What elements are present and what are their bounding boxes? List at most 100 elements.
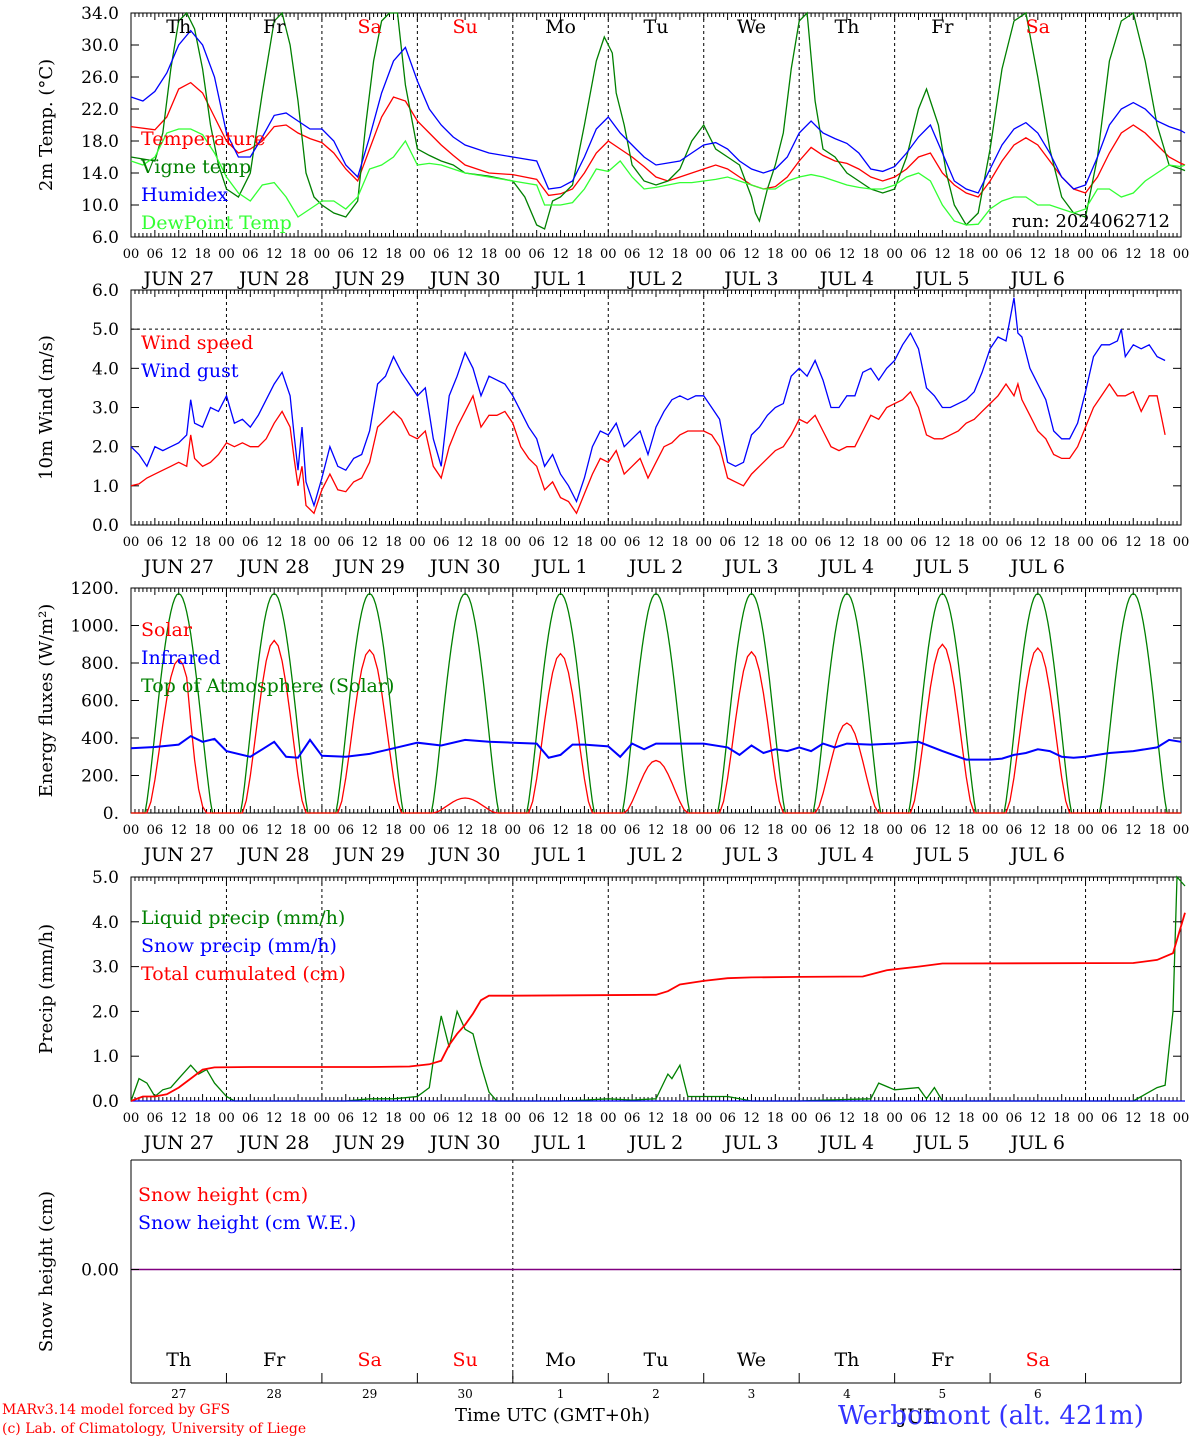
hour-tick-label: 12 (457, 1111, 474, 1126)
station-name: Werbomont (alt. 421m) (838, 1401, 1144, 1431)
hour-tick-label: 00 (982, 247, 999, 262)
hour-tick-label: 00 (123, 247, 140, 262)
day-label: JUN 29 (332, 1132, 404, 1154)
hour-tick-label: 06 (1101, 823, 1118, 838)
hour-tick-label: 00 (791, 823, 808, 838)
panel-4: 00 06 12 18 00 06 12 18 00 06 12 18 00 06 12 18 00 06 12 18… (36, 868, 1189, 1154)
hour-tick-label: 18 (290, 823, 307, 838)
y-tick-label: 2.0 (92, 1002, 119, 1022)
legend-dewpoint-temp: DewPoint Temp (141, 212, 292, 234)
hour-tick-label: 18 (385, 535, 402, 550)
y-tick-label: 4.0 (92, 359, 119, 379)
y-tick-label: 200. (81, 767, 119, 787)
hour-tick-label: 06 (147, 823, 164, 838)
y-axis-label: 10m Wind (m/s) (36, 335, 57, 480)
hour-tick-label: 18 (1053, 1111, 1070, 1126)
hour-tick-label: 12 (934, 1111, 951, 1126)
series-total-cumulated-cm- (130, 912, 1186, 1102)
day-label: JUL 1 (531, 844, 587, 866)
hour-tick-label: 12 (1030, 247, 1047, 262)
weekday-label: We (737, 16, 766, 38)
day-label: JUL 4 (818, 268, 874, 290)
hour-tick-label: 00 (409, 535, 426, 550)
hour-tick-label: 00 (218, 823, 235, 838)
hour-tick-label: 12 (170, 535, 187, 550)
hour-tick-label: 00 (695, 823, 712, 838)
y-tick-label: 14.0 (81, 164, 119, 184)
day-label: JUN 28 (237, 844, 309, 866)
day-label: JUL 2 (627, 844, 683, 866)
day-number-label: 4 (843, 1387, 851, 1401)
hour-tick-label: 12 (361, 247, 378, 262)
hour-tick-label: 18 (672, 823, 689, 838)
day-label: JUL 6 (1009, 844, 1065, 866)
hour-tick-label: 00 (505, 247, 522, 262)
day-number-label: 28 (267, 1387, 282, 1401)
hour-tick-label: 06 (815, 535, 832, 550)
y-axis-label: Precip (mm/h) (36, 924, 57, 1054)
hour-tick-label: 00 (409, 823, 426, 838)
weekday-label: Sa (357, 1349, 381, 1371)
hour-tick-label: 00 (982, 823, 999, 838)
day-label: JUL 6 (1009, 1132, 1065, 1154)
panel-5: 0.00 Snow height (cm) Snow height (cm) Snow… (36, 1159, 1182, 1401)
y-tick-label: 3.0 (92, 958, 119, 978)
hour-tick-label: 06 (433, 535, 450, 550)
series-wind-speed (130, 381, 1166, 515)
day-number-label: 27 (171, 1387, 186, 1401)
hour-tick-label: 06 (242, 535, 259, 550)
legend-snow-precip-mm-h: Snow precip (mm/h) (141, 935, 337, 957)
day-label: JUN 27 (141, 556, 213, 578)
hour-tick-label: 12 (1125, 247, 1142, 262)
day-label: JUL 1 (531, 556, 587, 578)
legend-temperature: Temperature (141, 128, 265, 150)
hour-tick-label: 12 (266, 1111, 283, 1126)
hour-tick-label: 00 (1077, 247, 1094, 262)
hour-tick-label: 06 (910, 535, 927, 550)
day-label: JUN 28 (237, 1132, 309, 1154)
day-label: JUN 27 (141, 268, 213, 290)
hour-tick-label: 00 (695, 1111, 712, 1126)
legend-vigne-temp: Vigne temp (140, 156, 251, 178)
hour-tick-label: 18 (767, 823, 784, 838)
hour-tick-label: 18 (1149, 247, 1166, 262)
hour-tick-label: 12 (934, 823, 951, 838)
weekday-label: Th (166, 16, 191, 38)
panel-2: 00 06 12 18 00 06 12 18 00 06 12 18 00 06 12 18 00 06 12 18… (36, 281, 1189, 578)
day-label: JUL 3 (722, 556, 778, 578)
hour-tick-label: 18 (385, 823, 402, 838)
day-label: JUL 5 (913, 556, 969, 578)
hour-tick-label: 18 (958, 535, 975, 550)
hour-tick-label: 06 (147, 535, 164, 550)
hour-tick-label: 18 (194, 823, 211, 838)
hour-tick-label: 12 (1125, 1111, 1142, 1126)
hour-tick-label: 06 (910, 1111, 927, 1126)
hour-tick-label: 06 (433, 1111, 450, 1126)
hour-tick-label: 06 (719, 247, 736, 262)
hour-tick-label: 12 (743, 823, 760, 838)
hour-tick-label: 12 (552, 535, 569, 550)
hour-tick-label: 18 (958, 823, 975, 838)
hour-tick-label: 00 (505, 823, 522, 838)
legend-liquid-precip-mm-h: Liquid precip (mm/h) (141, 907, 345, 929)
weekday-label: Fr (263, 16, 286, 38)
weekday-label: Th (834, 1349, 859, 1371)
hour-tick-label: 18 (862, 823, 879, 838)
hour-tick-label: 00 (1173, 823, 1190, 838)
hour-tick-label: 12 (1030, 535, 1047, 550)
hour-tick-label: 00 (886, 247, 903, 262)
hour-tick-label: 00 (791, 535, 808, 550)
day-label: JUL 5 (913, 268, 969, 290)
hour-tick-label: 18 (385, 1111, 402, 1126)
day-label: JUN 29 (332, 556, 404, 578)
day-label: JUL 1 (531, 1132, 587, 1154)
hour-tick-label: 18 (672, 535, 689, 550)
hour-tick-label: 00 (123, 535, 140, 550)
hour-tick-label: 18 (194, 1111, 211, 1126)
hour-tick-label: 18 (194, 535, 211, 550)
hour-tick-label: 12 (457, 535, 474, 550)
day-label: JUN 27 (141, 1132, 213, 1154)
day-number-label: 2 (652, 1387, 660, 1401)
hour-tick-label: 06 (1006, 823, 1023, 838)
day-label: JUN 30 (428, 1132, 500, 1154)
